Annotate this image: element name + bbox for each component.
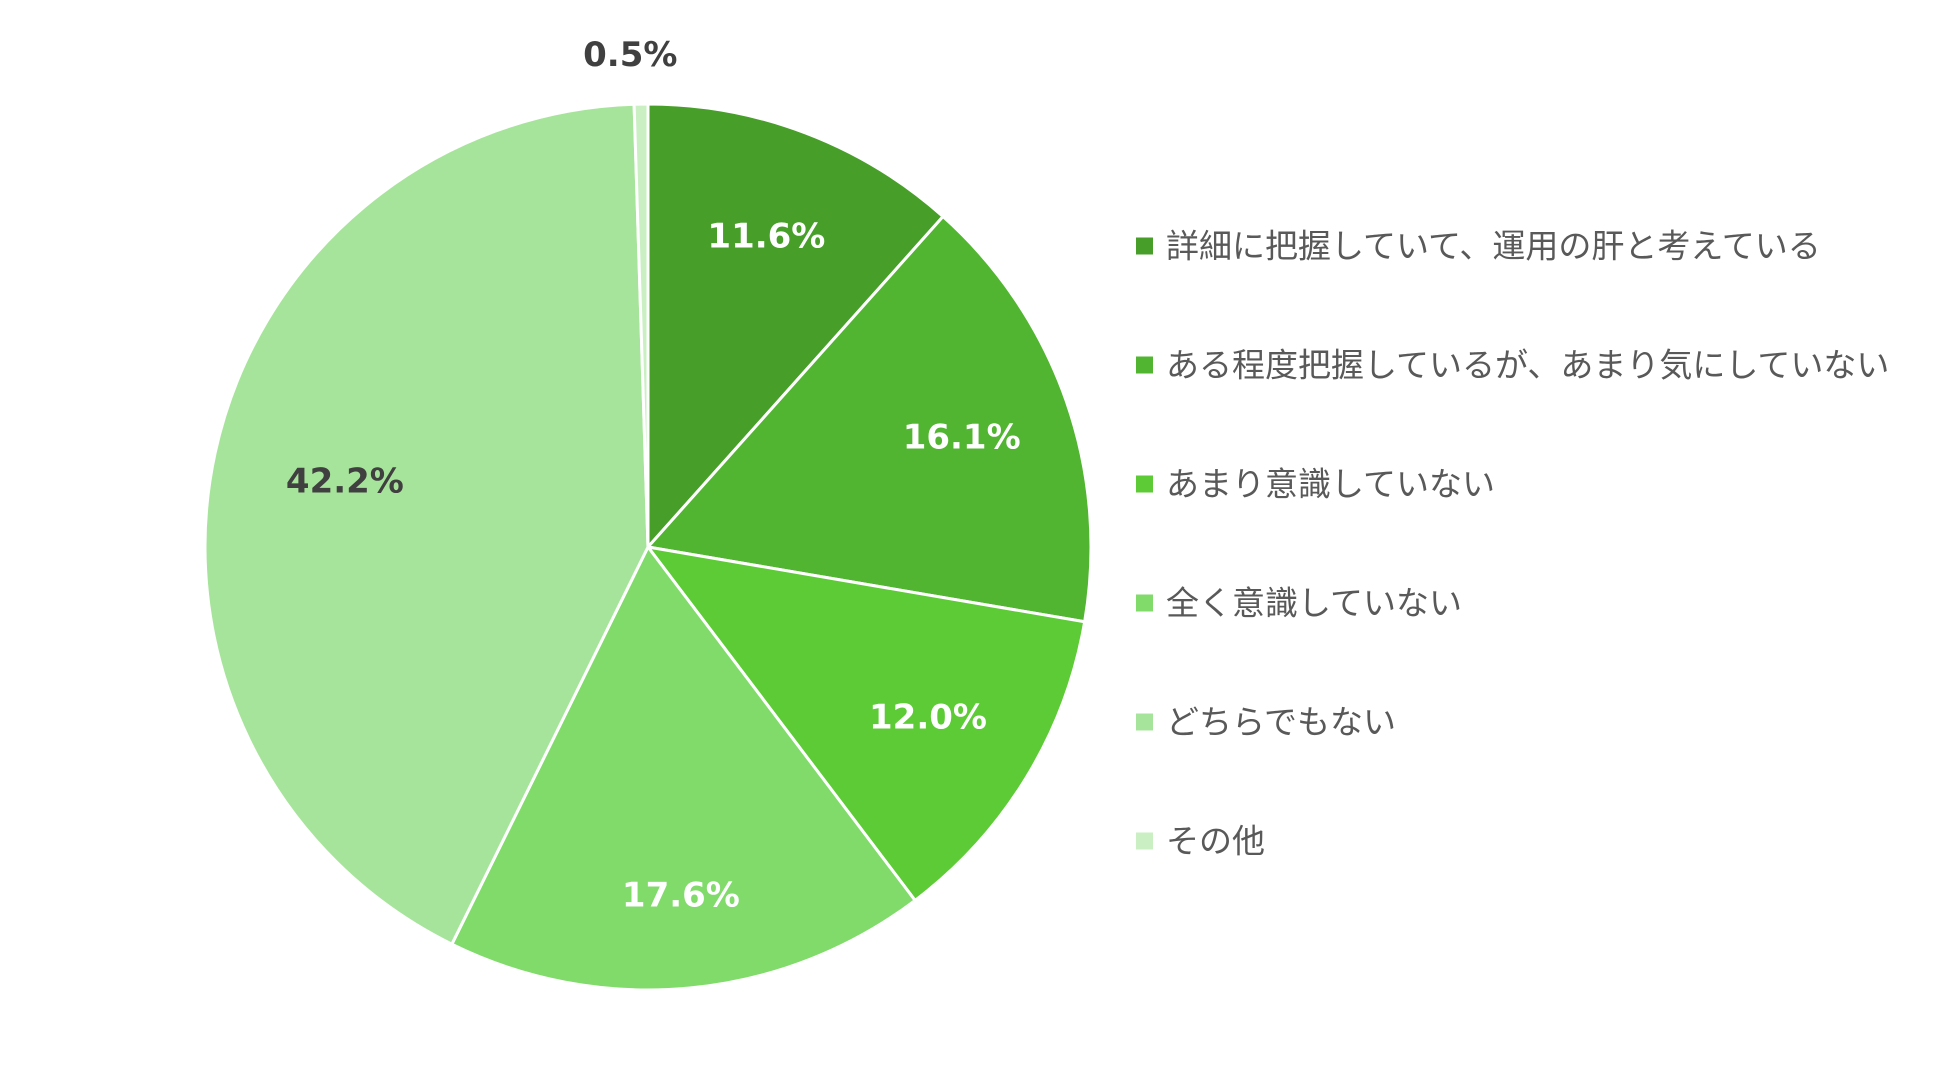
pie-data-label-3: 12.0% <box>869 697 987 737</box>
legend-item-1: 詳細に把握していて、運用の肝と考えている <box>1136 227 1821 266</box>
pie-data-label-5: 42.2% <box>286 461 404 501</box>
pie-data-labels: 11.6% 16.1% 12.0% 17.6% 42.2% 0.5% <box>286 35 1021 916</box>
pie-slice-5 <box>203 102 650 946</box>
pie-data-label-6: 0.5% <box>583 35 677 75</box>
legend-label-3: あまり意識していない <box>1166 465 1495 504</box>
pie-slice-6 <box>632 102 650 549</box>
legend-swatch-6 <box>1136 832 1153 850</box>
legend-label-6: その他 <box>1166 822 1265 861</box>
pie-slice-2 <box>646 215 1093 624</box>
legend-item-2: ある程度把握しているが、あまり気にしていない <box>1136 346 1889 385</box>
pie-slice-4 <box>450 545 917 992</box>
legend-swatch-2 <box>1136 356 1153 374</box>
legend-label-4: 全く意識していない <box>1166 584 1462 623</box>
legend: 詳細に把握していて、運用の肝と考えているある程度把握しているが、あまり気にしてい… <box>1136 227 1889 861</box>
legend-label-5: どちらでもない <box>1166 703 1396 742</box>
legend-item-6: その他 <box>1136 822 1265 861</box>
pie-slices <box>203 102 1093 992</box>
legend-item-3: あまり意識していない <box>1136 465 1495 504</box>
legend-swatch-5 <box>1136 713 1153 731</box>
legend-swatch-3 <box>1136 475 1153 493</box>
legend-swatch-1 <box>1136 237 1153 255</box>
legend-item-4: 全く意識していない <box>1136 584 1462 623</box>
legend-item-5: どちらでもない <box>1136 703 1396 742</box>
legend-label-2: ある程度把握しているが、あまり気にしていない <box>1166 346 1889 385</box>
pie-data-label-4: 17.6% <box>622 875 740 915</box>
pie-data-label-1: 11.6% <box>707 217 825 257</box>
pie-data-label-2: 16.1% <box>903 417 1021 457</box>
pie-slice-1 <box>646 102 945 549</box>
pie-slice-3 <box>646 545 1087 902</box>
legend-swatch-4 <box>1136 594 1153 612</box>
legend-label-1: 詳細に把握していて、運用の肝と考えている <box>1166 227 1821 266</box>
